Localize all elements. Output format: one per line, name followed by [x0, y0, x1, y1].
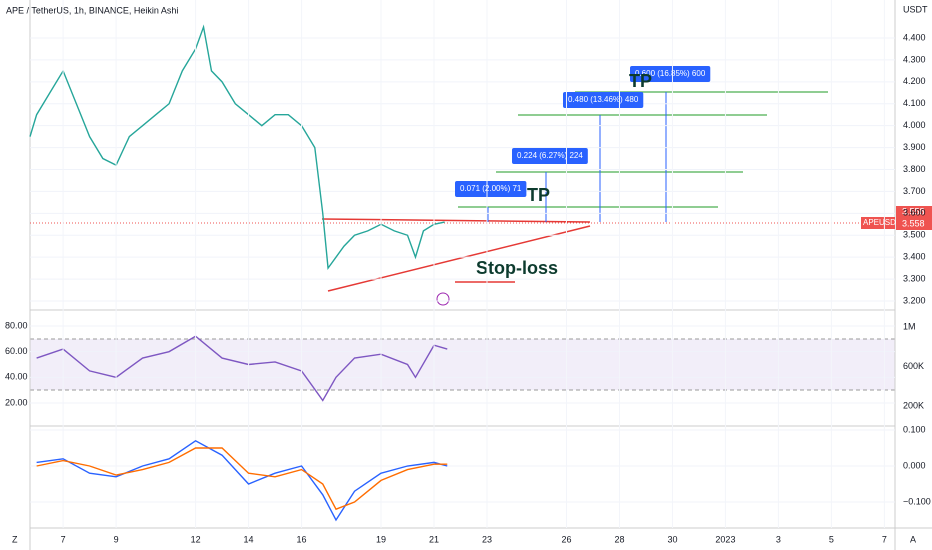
- y-tick-label: 0.000: [903, 460, 926, 470]
- y-tick-label: 40.00: [5, 372, 28, 382]
- y-tick-label: 3.300: [903, 273, 926, 283]
- x-tick-label: 23: [482, 534, 492, 544]
- trend-line: [327, 225, 591, 292]
- x-tick-label: 16: [297, 534, 307, 544]
- y-tick-label: −0.100: [903, 496, 931, 506]
- y-tick-label: 3.400: [903, 252, 926, 262]
- tp-label: TP: [629, 71, 652, 91]
- x-tick-label: 7: [61, 534, 66, 544]
- last-price: 3.558: [902, 206, 925, 216]
- x-tick-label: 7: [882, 534, 887, 544]
- measure-label: 0.600 (16.85%) 600: [635, 69, 706, 78]
- x-tick-label: 26: [561, 534, 571, 544]
- x-tick-label: 5: [829, 534, 834, 544]
- x-tick-label: 19: [376, 534, 386, 544]
- tp-label: TP: [527, 185, 550, 205]
- event-icon[interactable]: [436, 292, 450, 306]
- stop-loss-label: Stop-loss: [476, 258, 558, 278]
- x-tick-label: 14: [244, 534, 254, 544]
- y-tick-label: 3.700: [903, 186, 926, 196]
- y2-tick-label: 1M: [903, 321, 916, 331]
- x-tick-label: 28: [614, 534, 624, 544]
- series-line: [36, 447, 448, 511]
- currency: USDT: [903, 4, 928, 14]
- price-tag: [896, 206, 932, 230]
- measure-label: 0.480 (13.46%) 480: [568, 95, 639, 104]
- measure-box: [630, 66, 711, 82]
- x-tick-label: 2023: [715, 534, 735, 544]
- y-tick-label: 4.000: [903, 120, 926, 130]
- rsi-band: [30, 339, 895, 390]
- y-tick-label: 4.400: [903, 32, 926, 42]
- y-tick-label: 4.300: [903, 54, 926, 64]
- corner[interactable]: A: [910, 534, 916, 544]
- y-tick-label: 60.00: [5, 346, 28, 356]
- y-tick-label: 4.200: [903, 76, 926, 86]
- x-tick-label: 30: [667, 534, 677, 544]
- y-tick-label: 20.00: [5, 397, 28, 407]
- measure-box: [455, 181, 527, 197]
- y-tick-label: 3.900: [903, 142, 926, 152]
- trend-line: [321, 218, 591, 223]
- y-tick-label: 80.00: [5, 320, 28, 330]
- x-tick-label: 3: [776, 534, 781, 544]
- y-tick-label: 3.600: [903, 208, 926, 218]
- ticker: APEUSDT: [863, 218, 901, 227]
- y-tick-label: 3.800: [903, 164, 926, 174]
- measure-label: 0.224 (6.27%) 224: [517, 151, 583, 160]
- symbol-title: APE / TetherUS, 1h, BINANCE, Heikin Ashi: [6, 5, 178, 15]
- y2-tick-label: 200K: [903, 401, 924, 411]
- y-tick-label: 3.200: [903, 295, 926, 305]
- y2-tick-label: 600K: [903, 361, 924, 371]
- y-tick-label: 0.100: [903, 424, 926, 434]
- series-line: [36, 439, 448, 522]
- measure-box: [563, 92, 644, 108]
- last-price: 3.558: [902, 218, 925, 228]
- x-tick-label: 21: [429, 534, 439, 544]
- ticker-tag: [861, 217, 895, 229]
- corner[interactable]: Z: [12, 534, 18, 544]
- x-tick-label: 12: [191, 534, 201, 544]
- x-tick-label: 9: [114, 534, 119, 544]
- y-tick-label: 4.100: [903, 98, 926, 108]
- measure-label: 0.071 (2.00%) 71: [460, 184, 522, 193]
- y-tick-label: 3.500: [903, 230, 926, 240]
- measure-box: [512, 148, 588, 164]
